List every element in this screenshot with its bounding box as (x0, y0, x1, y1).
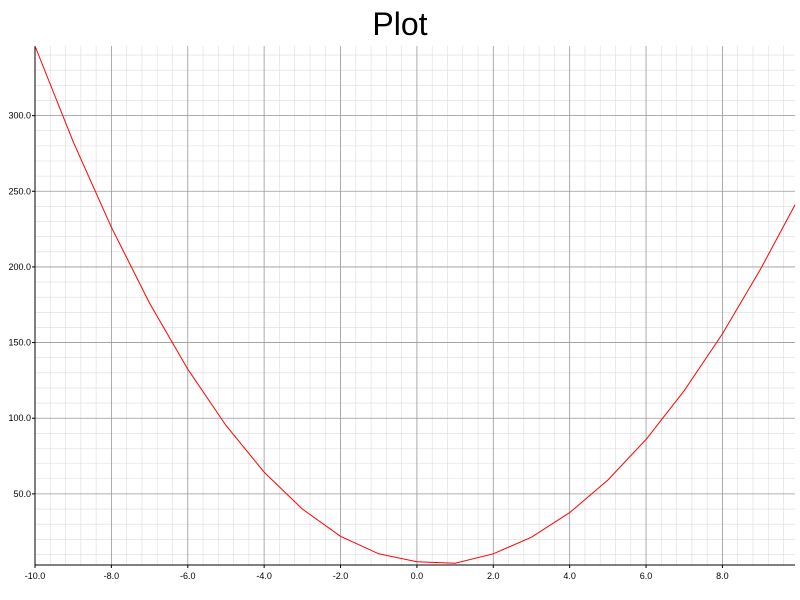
series-line (34, 45, 796, 564)
x-tick-label: -6.0 (180, 571, 196, 581)
y-tick-label: 200.0 (8, 262, 31, 272)
x-tick-label: 0.0 (411, 571, 424, 581)
x-tick-label: 8.0 (716, 571, 729, 581)
y-tick-label: 300.0 (8, 111, 31, 121)
x-tick-label: -8.0 (104, 571, 120, 581)
x-tick-label: 2.0 (487, 571, 500, 581)
y-tick-label: 250.0 (8, 186, 31, 196)
y-tick-label: 150.0 (8, 338, 31, 348)
x-tick-label: -4.0 (256, 571, 272, 581)
x-tick-label: 6.0 (640, 571, 653, 581)
x-tick-label: 4.0 (563, 571, 576, 581)
x-tick-label: -2.0 (333, 571, 349, 581)
y-tick-label: 100.0 (8, 413, 31, 423)
x-tick-label: -10.0 (25, 571, 46, 581)
y-tick-label: 50.0 (13, 489, 31, 499)
chart-title: Plot (372, 6, 428, 42)
